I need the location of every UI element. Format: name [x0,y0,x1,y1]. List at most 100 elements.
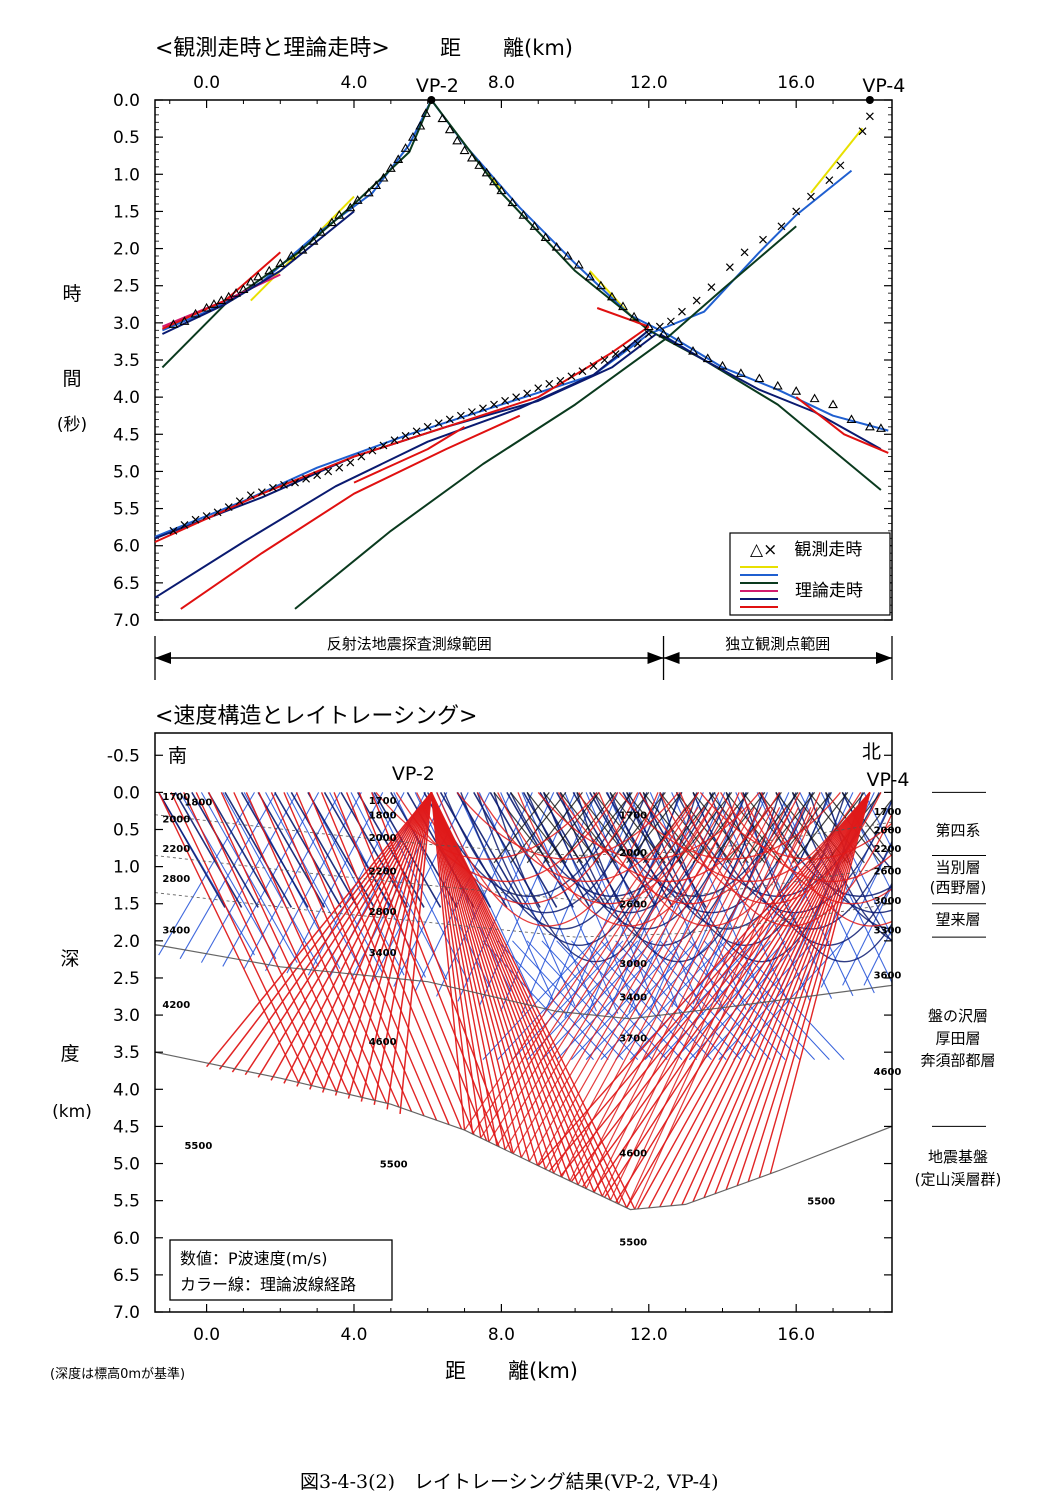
observed-triangle [562,250,573,260]
observed-triangle [179,316,190,325]
ray-segment [358,792,500,1148]
ray-segment [569,806,768,1182]
observed-triangle [673,336,684,345]
ray-segment [207,791,276,908]
depth-ylabel-part: (km) [52,1102,92,1122]
observed-triangle [393,154,404,163]
observed-triangle [201,302,212,312]
traveltime-y-tick-label: 1.0 [113,165,140,185]
ray-segment [240,791,309,908]
ray-path [659,792,882,905]
depth-y-tick-label: 3.5 [113,1043,140,1063]
ray-segment [430,792,474,1135]
velocity-label: 1700 [619,811,647,822]
ray-segment [601,806,793,1197]
ray-segment [570,791,871,1183]
theoretical-line-red [161,251,281,330]
ray-segment [559,792,617,864]
observed-cross [445,415,454,424]
depth-note: (深度は標高0mが基準) [50,1366,185,1382]
ray-segment [430,792,620,1205]
velocity-boundary [154,855,893,901]
ray-segment [603,792,871,1198]
ray-segment [430,792,539,1166]
traveltime-chart: <観測走時と理論走時> 距 離(km) 0.0 4.0 8.0 12.0 16.0 0.… [57,36,905,680]
observed-triangle [308,236,319,245]
observed-cross [644,330,653,338]
observed-triangle [363,187,374,197]
observed-triangle [688,345,698,355]
observed-triangle [452,135,463,145]
velocity-label: 3400 [619,993,647,1004]
observed-triangle [828,399,838,409]
velocity-label: 2200 [162,844,190,855]
observed-triangle [489,176,499,186]
velocity-boundary [154,944,893,1020]
velocity-label: 2000 [162,814,190,825]
theoretical-line-lightblue [154,169,853,538]
observed-triangle [573,259,584,269]
velocity-label: 2600 [619,900,647,911]
observed-triangle [481,167,492,177]
velocity-label: 3400 [369,948,397,959]
theoretical-line-navy [154,329,650,599]
ray-segment [703,792,871,1198]
observed-cross [692,296,701,305]
ray-path [699,791,892,860]
depth-y-tick-label: 1.0 [113,858,140,878]
ray-segment [191,791,259,908]
velocity-label: 2800 [369,907,397,918]
observed-cross [807,192,815,201]
velocity-label: 2000 [874,826,902,837]
depth-y-tick-label: 4.5 [113,1117,140,1137]
ray-segment [295,792,438,1121]
observed-triangle [420,108,431,117]
ray-segment [439,791,508,908]
distance-x-tick-label: 4.0 [340,1325,367,1345]
ray-segment [430,792,604,1197]
observed-cross [291,478,299,487]
ray-segment [718,940,830,1060]
ray-segment [528,806,737,1162]
ray-segment [561,806,762,1178]
traveltime-y-tick-label: 7.0 [113,611,140,631]
ray-segment [659,792,871,1208]
velocity-label: 2000 [619,848,647,859]
observed-cross [523,389,532,398]
observed-cross [268,483,277,492]
observed-triangle [326,217,337,227]
ray-segment [158,792,300,1083]
observed-triangle [754,373,765,383]
observed-cross [501,396,509,405]
observed-cross [213,508,222,517]
traveltime-x-tick-label: 0.0 [193,73,220,93]
ray-segment [206,791,432,1068]
ray-path [618,791,841,860]
ray-segment [283,792,425,1117]
observed-triangle [618,301,628,311]
ray-segment [512,806,724,1154]
observed-triangle [345,202,356,212]
observed-triangle [875,423,886,432]
ray-segment [399,792,433,1114]
observed-cross [556,376,565,385]
observed-triangle [190,308,201,318]
traveltime-x-tick-label: 12.0 [630,73,668,93]
traveltime-y-tick-label: 0.0 [113,91,140,111]
velocity-label: 4600 [874,1067,902,1078]
ray-segment [220,792,362,1098]
observed-triangle [791,386,802,395]
observed-cross [313,471,322,480]
traveltime-y-tick-labels: 0.0 0.5 1.0 1.5 2.0 2.5 3.0 3.5 4.0 4.5 5.0 5.5 6.0 6… [113,91,140,631]
ray-path [537,791,760,860]
ray-segment [430,792,571,1182]
velocity-legend-line: カラー線：理論波線経路 [180,1275,356,1294]
traveltime-ylabel-part: 間 [62,368,81,390]
ray-segment [430,792,514,1154]
observed-triangle [264,265,275,275]
velocity-label: 2800 [162,874,190,885]
range-bar-arrow-right [647,652,664,664]
ray-segment [321,792,433,1093]
ray-path [639,792,862,882]
observed-triangle [702,353,713,363]
